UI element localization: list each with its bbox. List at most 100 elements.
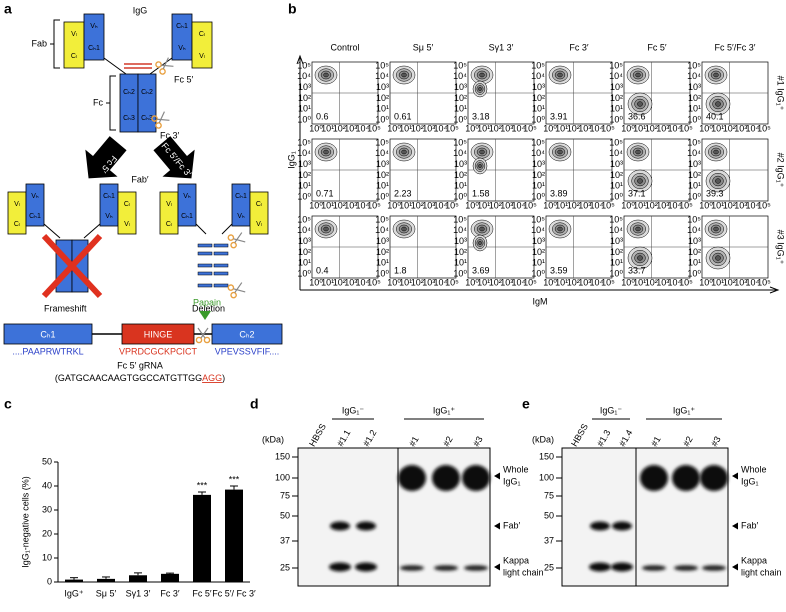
scissors	[226, 280, 247, 300]
y-tick-label: 10⁵	[297, 60, 311, 70]
fragment	[197, 283, 213, 288]
band-pointer	[732, 472, 738, 480]
domain-label: Vₕ	[183, 193, 191, 200]
y-tick-label: 10²	[298, 247, 311, 257]
domain-label: Vₗ	[199, 53, 205, 60]
fab-bracket	[50, 19, 60, 69]
frameshift-antibody	[7, 183, 137, 299]
y-tick-label: 10³	[532, 236, 545, 246]
y-tick-label: 10¹	[298, 258, 311, 268]
y-tick-label: 10⁴	[297, 225, 311, 235]
contour	[479, 72, 485, 78]
y-tick-label: 10⁴	[687, 225, 701, 235]
x-tick-label: 10⁴	[589, 200, 603, 210]
y-tick-label: 10¹	[454, 104, 467, 114]
y-tick-label: 10⁴	[297, 148, 311, 158]
lane-label: #3	[709, 435, 723, 449]
band-pointer	[494, 522, 500, 530]
hinge	[221, 223, 233, 235]
y-tick-label: 10⁰	[375, 114, 389, 124]
x-tick-label: 10²	[723, 123, 736, 133]
x-tick-label: 10⁰	[465, 277, 479, 287]
bar	[97, 578, 115, 582]
x-tick-label: 10³	[656, 277, 669, 287]
x-tick-label: 10³	[578, 277, 591, 287]
contour	[715, 255, 721, 261]
column-header: Fc 5′	[647, 42, 667, 52]
y-tick-label: 10³	[532, 82, 545, 92]
contour	[635, 149, 641, 155]
grna-seq: (GATGCAACAAGTGGCCATGTTGG	[55, 373, 202, 383]
y-tick-label: 10⁰	[375, 268, 389, 278]
x-tick-label: 10⁰	[465, 123, 479, 133]
x-tick-label: 10²	[723, 200, 736, 210]
gene-label: Cₕ1	[40, 329, 55, 339]
y-tick-label: 10¹	[532, 258, 545, 268]
band	[674, 565, 698, 571]
marker-label: 150	[539, 451, 554, 461]
panel-label: c	[4, 396, 12, 412]
x-tick-label: 10⁰	[387, 123, 401, 133]
fragment	[197, 251, 213, 256]
y-tick-label: 10³	[610, 236, 623, 246]
y-tick-label: 10²	[610, 247, 623, 257]
x-tick-label: 10⁵	[367, 123, 381, 133]
percentage: 0.4	[316, 265, 329, 275]
x-tick-label: 10³	[422, 200, 435, 210]
x-tick-label: 10⁵	[523, 123, 537, 133]
y-tick-label: 10¹	[454, 181, 467, 191]
x-tick-label: 10³	[656, 123, 669, 133]
y-tick-label: 10²	[532, 93, 545, 103]
x-tick-label: 10²	[489, 277, 502, 287]
band	[462, 465, 490, 491]
contour	[637, 101, 643, 107]
y-tick-label: 10²	[688, 247, 701, 257]
y-tick-label: 10⁵	[375, 137, 389, 147]
percentage: 2.23	[394, 188, 412, 198]
domain-label: Vₕ	[178, 45, 186, 52]
x-tick-label: 10³	[344, 123, 357, 133]
domain-label: Cₗ	[199, 31, 205, 38]
domain-label: Vₗ	[124, 221, 130, 228]
domain-label: Cₕ2	[123, 89, 135, 96]
group-label: IgG₁⁺	[433, 405, 456, 415]
domain-label: Cₕ3	[123, 115, 135, 122]
grna-close: )	[222, 373, 225, 383]
marker-label: 37	[280, 535, 290, 545]
domain-label: Cₕ2	[141, 89, 153, 96]
band	[642, 565, 666, 571]
y-tick-label: 10⁴	[531, 148, 545, 158]
band-label: light chain	[741, 567, 782, 577]
band	[432, 465, 460, 491]
x-tick-label: 10⁴	[511, 200, 525, 210]
x-tick-label: 10⁰	[699, 123, 713, 133]
contour	[715, 178, 721, 184]
x-tick-label: Sμ 5′	[96, 588, 117, 598]
y-tick-label: 10³	[610, 159, 623, 169]
contour	[713, 72, 719, 78]
x-tick-label: 10⁴	[745, 123, 759, 133]
band-pointer	[494, 563, 500, 571]
heavy-chain	[83, 13, 105, 61]
contour	[637, 178, 643, 184]
x-tick-label: 10³	[734, 200, 747, 210]
x-tick-label: 10⁰	[309, 277, 323, 287]
fc-chain	[137, 73, 157, 133]
lane-label: #2	[681, 435, 695, 449]
y-tick-label: 10⁵	[297, 214, 311, 224]
x-tick-label: 10²	[645, 123, 658, 133]
x-axis-label: IgM	[532, 296, 547, 306]
grna-pam: AGG	[202, 373, 222, 383]
y-tick-label: 10³	[688, 82, 701, 92]
lane-label: HBSS	[569, 422, 590, 448]
band-label: Kappa	[503, 555, 529, 565]
group-label: IgG₁⁻	[342, 405, 365, 415]
x-tick-label: 10³	[344, 277, 357, 287]
x-tick-label: 10⁴	[355, 277, 369, 287]
band	[612, 521, 632, 531]
x-tick-label: 10²	[489, 123, 502, 133]
exon	[121, 323, 195, 345]
kda-label: (kDa)	[262, 434, 284, 444]
x-tick-label: 10³	[734, 277, 747, 287]
row-label: #1 IgG₁⁺	[776, 76, 786, 111]
